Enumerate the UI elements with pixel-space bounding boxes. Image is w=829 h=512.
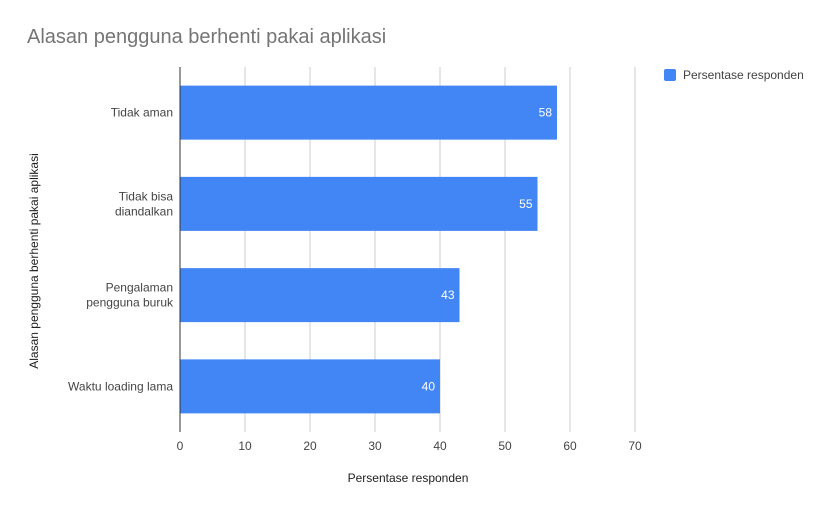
- bar: [180, 268, 460, 323]
- legend-label: Persentase responden: [683, 68, 804, 82]
- bar: [180, 359, 440, 414]
- category-label: Tidak aman: [111, 106, 173, 120]
- category-label: Waktu loading lama: [68, 379, 173, 393]
- x-tick-label: 0: [177, 439, 184, 453]
- x-axis-title: Persentase responden: [347, 471, 469, 485]
- bar: [180, 85, 557, 140]
- data-label: 40: [422, 379, 436, 393]
- data-label: 58: [539, 106, 553, 120]
- x-tick-label: 10: [238, 439, 252, 453]
- category-label: Tidak bisa diandalkan: [115, 189, 173, 218]
- x-tick-label: 40: [433, 439, 447, 453]
- x-tick-label: 20: [303, 439, 317, 453]
- x-tick-label: 50: [498, 439, 512, 453]
- category-label: Pengalaman pengguna buruk: [86, 281, 174, 310]
- x-tick-label: 60: [563, 439, 577, 453]
- legend-swatch: [664, 69, 676, 81]
- bar: [180, 176, 538, 231]
- chart-title: Alasan pengguna berhenti pakai aplikasi: [27, 26, 387, 48]
- data-label: 43: [441, 288, 455, 302]
- legend: Persentase responden: [664, 68, 804, 82]
- x-tick-label: 30: [368, 439, 382, 453]
- x-tick-label: 70: [628, 439, 642, 453]
- data-label: 55: [519, 197, 533, 211]
- y-axis-title: Alasan pengguna berhenti pakai aplikasi: [27, 153, 41, 369]
